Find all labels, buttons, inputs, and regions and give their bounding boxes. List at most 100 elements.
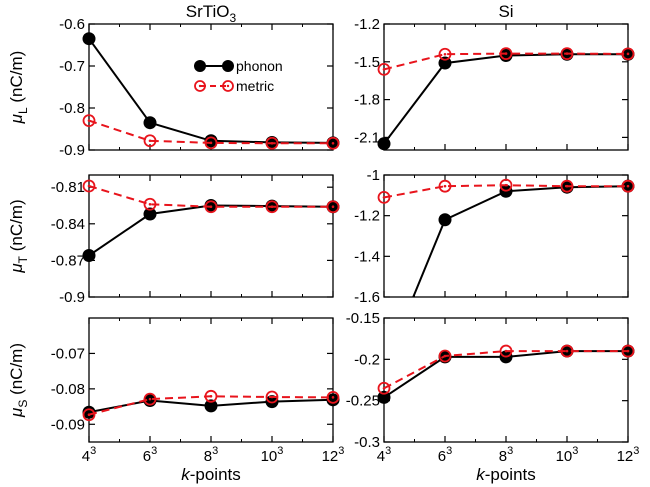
x-tick-label: 123 [322, 445, 345, 465]
x-tick-label: 103 [261, 445, 284, 465]
y-tick-label: -0.15 [346, 310, 380, 327]
x-tick-label: 83 [204, 445, 218, 465]
column-title-text: Si [498, 2, 513, 21]
x-tick-superscript: 3 [572, 445, 578, 457]
data-point-phonon [83, 32, 96, 45]
y-tick-label: -2.1 [354, 129, 380, 146]
y-tick-label: -0.8 [59, 100, 85, 117]
data-point-center-metric [444, 53, 447, 56]
x-tick-base: 6 [143, 448, 151, 465]
data-point-center-metric [505, 350, 508, 353]
y-tick-label: -0.25 [346, 393, 380, 410]
legend-label-metric: metric [236, 78, 274, 94]
x-tick-base: 12 [322, 448, 339, 465]
data-point-center-metric [149, 203, 152, 206]
data-point-center-metric [505, 52, 508, 55]
x-tick-base: 6 [438, 448, 446, 465]
legend-marker-center-metric [199, 85, 201, 87]
x-tick-label: 43 [82, 445, 96, 465]
y-tick-label: -0.2 [354, 351, 380, 368]
x-tick-superscript: 3 [507, 445, 513, 457]
data-point-center-metric [505, 184, 508, 187]
y-tick-label: -0.07 [51, 345, 85, 362]
x-tick-base: 8 [499, 448, 507, 465]
panel-3: -1 -1.2 -1.4 -1.6 [354, 167, 634, 368]
data-point-center-metric [444, 355, 447, 358]
column-title-text: SrTiO [186, 2, 230, 21]
data-point-center-metric [627, 350, 630, 353]
plot-frame [89, 318, 333, 442]
x-tick-superscript: 3 [446, 445, 452, 457]
x-tick-superscript: 3 [90, 445, 96, 457]
x-tick-base: 8 [204, 448, 212, 465]
x-axis-label: k-points [476, 465, 536, 484]
y-axis-label: μS (nC/m) [7, 343, 30, 418]
legend-marker-center-metric [227, 85, 229, 87]
data-point-center-metric [210, 205, 213, 208]
data-point-center-metric [627, 53, 630, 56]
x-tick-superscript: 3 [277, 445, 283, 457]
data-point-center-metric [332, 142, 335, 145]
y-tick-label: -0.09 [51, 416, 85, 433]
y-axis-label: μL (nC/m) [7, 51, 30, 125]
data-point-center-metric [332, 205, 335, 208]
y-tick-label: -0.9 [59, 289, 85, 306]
x-tick-superscript: 3 [151, 445, 157, 457]
x-tick-base: 10 [556, 448, 573, 465]
x-tick-label: 123 [617, 445, 640, 465]
legend-marker-phonon [194, 60, 206, 72]
y-tick-label: -0.6 [59, 16, 85, 33]
y-tick-label: -0.08 [51, 381, 85, 398]
x-axis-label-text: -points [485, 465, 536, 484]
panel-2: -0.81 -0.84 -0.87 -0.9 [51, 175, 340, 306]
plot-frame [384, 24, 628, 150]
data-point-phonon [378, 391, 391, 404]
y-axis-label-unit: (nC/m) [7, 51, 26, 108]
x-axis-label-text: -points [190, 465, 241, 484]
data-point-center-metric [149, 398, 152, 401]
y-tick-label: -0.7 [59, 58, 85, 75]
data-point-center-metric [383, 196, 386, 199]
panel-5: -0.15-0.2-0.25-0.3 [346, 310, 635, 451]
data-point-center-metric [88, 185, 91, 188]
plot-frame [89, 175, 333, 297]
y-tick-label: -1 [367, 167, 380, 184]
data-point-phonon [378, 137, 391, 150]
data-point-center-metric [88, 413, 91, 416]
x-tick-base: 12 [617, 448, 634, 465]
data-point-center-metric [383, 387, 386, 390]
data-point-center-metric [149, 139, 152, 142]
data-point-center-metric [627, 185, 630, 188]
x-tick-superscript: 3 [633, 445, 639, 457]
legend-marker-phonon [222, 60, 234, 72]
y-tick-label: -1.2 [354, 16, 380, 33]
y-tick-label: -1.8 [354, 92, 380, 109]
x-tick-superscript: 3 [385, 445, 391, 457]
x-tick-superscript: 3 [212, 445, 218, 457]
column-title: SrTiO3 [186, 2, 237, 25]
x-axis-label: k-points [181, 465, 241, 484]
data-point-center-metric [566, 52, 569, 55]
series-line-phonon [89, 39, 333, 143]
data-point-phonon [83, 249, 96, 262]
x-tick-base: 4 [377, 448, 385, 465]
legend-label-phonon: phonon [236, 58, 283, 74]
y-tick-label: -1.2 [354, 208, 380, 225]
data-point-phonon [144, 116, 157, 129]
panel-4: -0.07 -0.08 -0.09 [51, 318, 340, 442]
x-tick-label: 63 [143, 445, 157, 465]
x-tick-base: 4 [82, 448, 90, 465]
data-point-center-metric [210, 395, 213, 398]
y-tick-label: -0.84 [51, 216, 85, 233]
y-tick-label: -1.4 [354, 248, 380, 265]
column-title: Si [498, 2, 513, 21]
x-tick-base: 10 [261, 448, 278, 465]
panel-1: -1.2 -1.5 -1.8 -2.1 [354, 16, 634, 150]
series-line-phonon [384, 186, 628, 368]
y-tick-label: -1.6 [354, 289, 380, 306]
y-tick-label: -1.5 [354, 54, 380, 71]
data-point-center-metric [444, 185, 447, 188]
y-tick-label: -0.9 [59, 142, 85, 159]
data-point-center-metric [566, 350, 569, 353]
